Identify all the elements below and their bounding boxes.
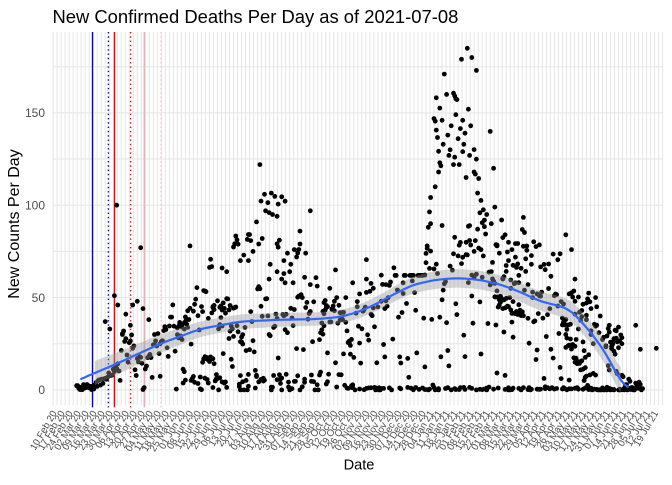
svg-text:0: 0 <box>38 383 45 397</box>
svg-text:New Counts Per Day: New Counts Per Day <box>6 149 23 298</box>
svg-text:150: 150 <box>25 106 45 120</box>
svg-text:50: 50 <box>32 291 46 305</box>
svg-text:New Confirmed Deaths Per Day a: New Confirmed Deaths Per Day as of 2021-… <box>53 6 459 27</box>
svg-text:Date: Date <box>344 458 375 474</box>
svg-text:100: 100 <box>25 199 45 213</box>
